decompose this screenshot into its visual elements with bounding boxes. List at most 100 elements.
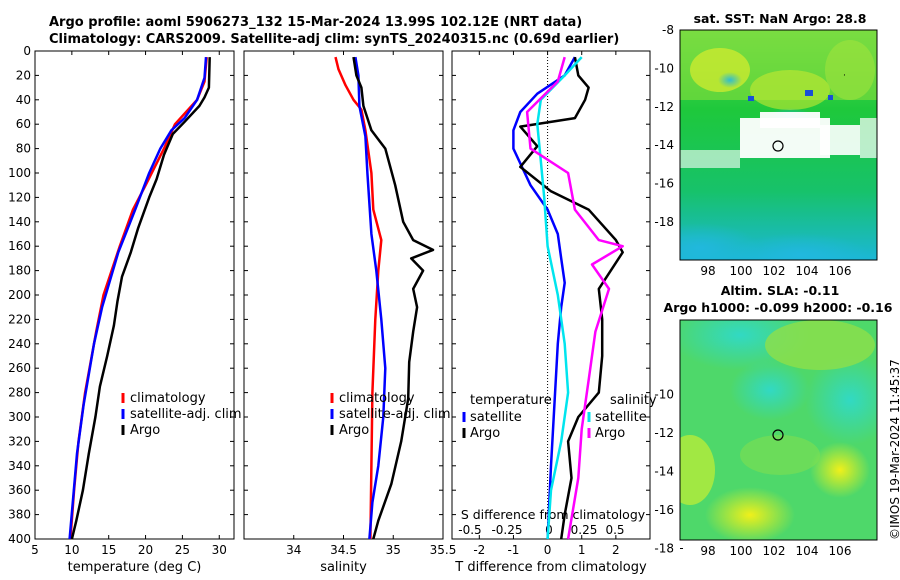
depth-tick-label: 220 [8,312,31,326]
diff-legend-label-left: satellite [470,410,522,425]
difference-xtick-label: 1 [578,543,586,557]
map-ytick-label: -14 [654,465,674,479]
map-ytick-label: -12 [654,100,674,114]
map-ytick-label: -16 [654,177,674,191]
map-xtick-label: 100 [730,264,753,278]
salinity-axes-frame [243,50,444,540]
temperature-xtick-label: 30 [212,543,227,557]
depth-tick-label: 300 [8,410,31,424]
map-ytick-label: -14 [654,138,674,152]
sst-map [680,30,877,260]
depth-tick-label: 120 [8,190,31,204]
depth-tick-label: 340 [8,459,31,473]
salinity-diff-tick-label: 0.5 [605,523,624,537]
salinity-legend-label: climatology [339,391,415,406]
sst-map-title: sat. SST: NaN Argo: 28.8 [693,11,867,26]
map-ytick-label: -16 [654,503,674,517]
temperature-xtick-label: 10 [64,543,79,557]
salinity-series-argo [352,56,435,540]
depth-tick-label: 320 [8,434,31,448]
map-xtick-label: 106 [829,544,852,558]
header-title-line2: Climatology: CARS2009. Satellite-adj cli… [49,32,620,47]
map-ytick-label: -8 [662,23,674,37]
depth-tick-label: 80 [16,142,31,156]
salinity-diff-tick-label: -0.25 [491,523,522,537]
sst-argo-marker [772,140,784,152]
salinity-diff-tick-label: -0.5 [458,523,481,537]
map-ytick-label: -10 [654,388,674,402]
temperature-legend-label: climatology [130,391,206,406]
difference-xlabel: T difference from climatology [454,560,647,575]
map-ytick-label: -18 [654,542,674,556]
sla-map-title-line2: Argo h1000: -0.099 h2000: -0.16 [663,300,893,315]
depth-tick-label: 40 [16,93,31,107]
temperature-xlabel: temperature (deg C) [68,560,202,575]
salinity-legend-label: Argo [339,423,369,438]
temperature-series-satellite-adj-clim [68,57,208,540]
difference-series-salinity-argo [525,56,624,540]
legend-title-temperature: temperature [470,393,552,408]
diff-legend-label-left: Argo [470,426,500,441]
depth-tick-label: 140 [8,215,31,229]
map-xtick-label: 102 [763,544,786,558]
depth-tick-label: 400 [8,532,31,546]
temperature-axes-frame [34,50,235,540]
map-ytick-label: -18 [654,215,674,229]
map-xtick-label: 100 [730,544,753,558]
map-xtick-label: 98 [700,264,715,278]
salinity-series-climatology [334,56,383,540]
depth-tick-label: 200 [8,288,31,302]
diff-legend-label-right: satellite [595,410,647,425]
salinity-xlabel: salinity [320,560,367,575]
sst-float-label-dot: · [843,71,846,81]
depth-tick-label: 240 [8,337,31,351]
temperature-xtick-label: 20 [138,543,153,557]
salinity-xtick-label: 35 [386,543,401,557]
map-xtick-label: 98 [700,544,715,558]
depth-tick-label: 180 [8,264,31,278]
map-ytick-label: -10 [654,61,674,75]
salinity-series-satellite-adj-clim [354,56,387,540]
difference-series-temperature-argo [519,56,624,540]
temperature-legend-label: satellite-adj. clim [130,407,242,422]
diff-legend-label-right: Argo [595,426,625,441]
salinity-xtick-label: 34.5 [330,543,357,557]
depth-tick-label: 160 [8,239,31,253]
temperature-xtick-label: 25 [175,543,190,557]
map-ytick-label: -12 [654,426,674,440]
difference-xtick-label: -2 [473,543,485,557]
depth-tick-label: 0 [23,44,31,58]
salinity-xtick-label: 34 [286,543,301,557]
header-title-line1: Argo profile: aoml 5906273_132 15-Mar-20… [49,15,583,30]
salinity-diff-tick-label: 0.25 [571,523,598,537]
temperature-legend-label: Argo [130,423,160,438]
sla-map-title-line1: Altim. SLA: -0.11 [720,283,840,298]
sla-map [680,320,877,540]
sst-map-frame [679,29,878,261]
temperature-xtick-label: 5 [31,543,39,557]
map-xtick-label: 104 [796,264,819,278]
depth-tick-label: 360 [8,483,31,497]
sla-argo-marker [772,429,784,441]
difference-xtick-label: 2 [612,543,620,557]
legend-title-salinity: salinity [610,393,657,408]
depth-tick-label: 60 [16,117,31,131]
temperature-series-argo [70,57,211,540]
depth-tick-label: 100 [8,166,31,180]
difference-xtick-label: -1 [507,543,519,557]
depth-tick-label: 20 [16,68,31,82]
depth-tick-label: 260 [8,361,31,375]
difference-xtick-label: 0 [544,543,552,557]
temperature-xtick-label: 15 [101,543,116,557]
map-xtick-label: 106 [829,264,852,278]
salinity-legend-label: satellite-adj. clim [339,407,451,422]
depth-tick-label: 380 [8,508,31,522]
salinity-diff-axis-label: S difference from climatology [461,507,646,522]
salinity-xtick-label: 35.5 [430,543,457,557]
map-xtick-label: 102 [763,264,786,278]
map-xtick-label: 104 [796,544,819,558]
sla-map-frame [679,319,878,541]
depth-tick-label: 280 [8,386,31,400]
difference-series-temperature-satellite [512,56,576,540]
